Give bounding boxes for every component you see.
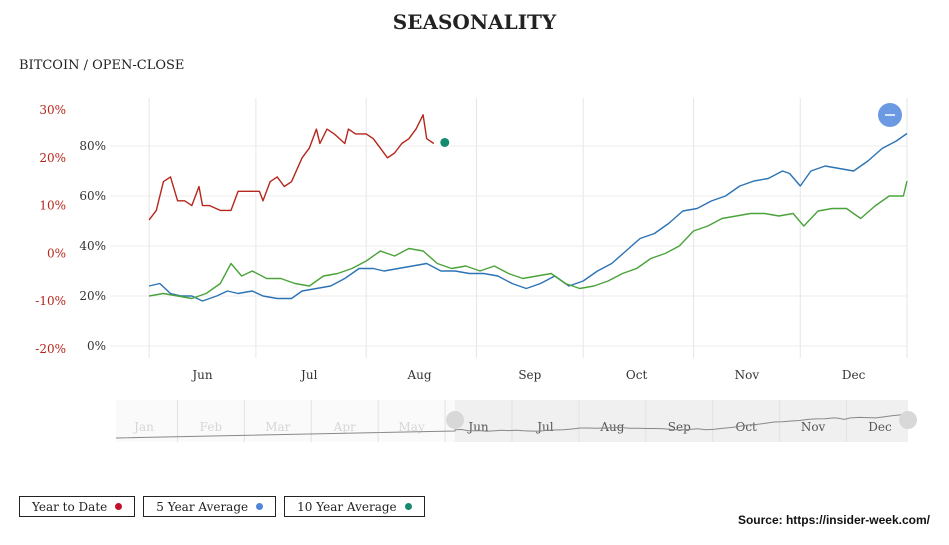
x-tick-label: Jul [299,368,318,382]
chart-subtitle: BITCOIN / OPEN-CLOSE [19,58,185,73]
navigator-right-handle [899,411,917,429]
x-tick-label: Dec [842,368,866,382]
navigator-month-label: Nov [801,420,826,434]
legend: Year to Date 5 Year Average 10 Year Aver… [19,496,425,517]
navigator-month-label: Oct [735,420,757,434]
y-left-tick-label: 20% [39,151,66,165]
legend-label: Year to Date [32,499,108,514]
y-right-tick-label: 20% [79,289,106,303]
y-right-tick-label: 80% [79,139,106,153]
navigator-month-label: Apr [333,420,356,434]
y-left-tick-label: -20% [35,342,66,356]
x-tick-label: Oct [626,368,648,382]
y-left-tick-label: 0% [47,246,66,260]
navigator-selection [455,400,908,442]
navigator-month-label: May [399,420,425,434]
navigator-month-label: Mar [265,420,290,434]
navigator-month-label: Jan [132,420,154,434]
legend-item-10-year-average[interactable]: 10 Year Average [284,496,425,517]
legend-item-year-to-date[interactable]: Year to Date [19,496,136,517]
x-tick-label: Jun [190,368,213,382]
y-right-tick-label: 60% [79,189,106,203]
source-credit: Source: https://insider-week.com/ [737,513,930,527]
navigator-left-handle [446,411,464,429]
legend-item-5-year-average[interactable]: 5 Year Average [143,496,277,517]
y-left-tick-label: 10% [39,199,66,213]
x-tick-label: Sep [518,368,541,382]
y-right-tick-label: 40% [79,239,106,253]
x-tick-label: Aug [407,368,432,382]
navigator-month-label: Jun [466,420,489,434]
legend-dot-icon [115,503,123,510]
navigator-month-label: Feb [200,420,223,434]
legend-dot-icon [404,503,412,510]
x-tick-label: Nov [735,368,760,382]
chart-title: SEASONALITY [392,10,557,34]
navigator-month-label: Jul [535,420,554,434]
legend-label: 5 Year Average [156,499,249,514]
y-left-tick-label: -10% [35,294,66,308]
navigator-series-line [115,413,909,439]
legend-dot-icon [256,503,264,510]
legend-label: 10 Year Average [297,499,397,514]
y-right-tick-label: 0% [87,339,106,353]
navigator-month-label: Aug [599,420,624,434]
ytd-end-marker [440,137,450,147]
navigator-month-label: Dec [868,420,892,434]
series-line-year-to-date [148,114,435,221]
series-line-10-year-average [148,180,908,300]
navigator-month-label: Sep [668,420,691,434]
y-left-tick-label: 30% [39,103,66,117]
series-line-5-year-average [148,132,908,302]
